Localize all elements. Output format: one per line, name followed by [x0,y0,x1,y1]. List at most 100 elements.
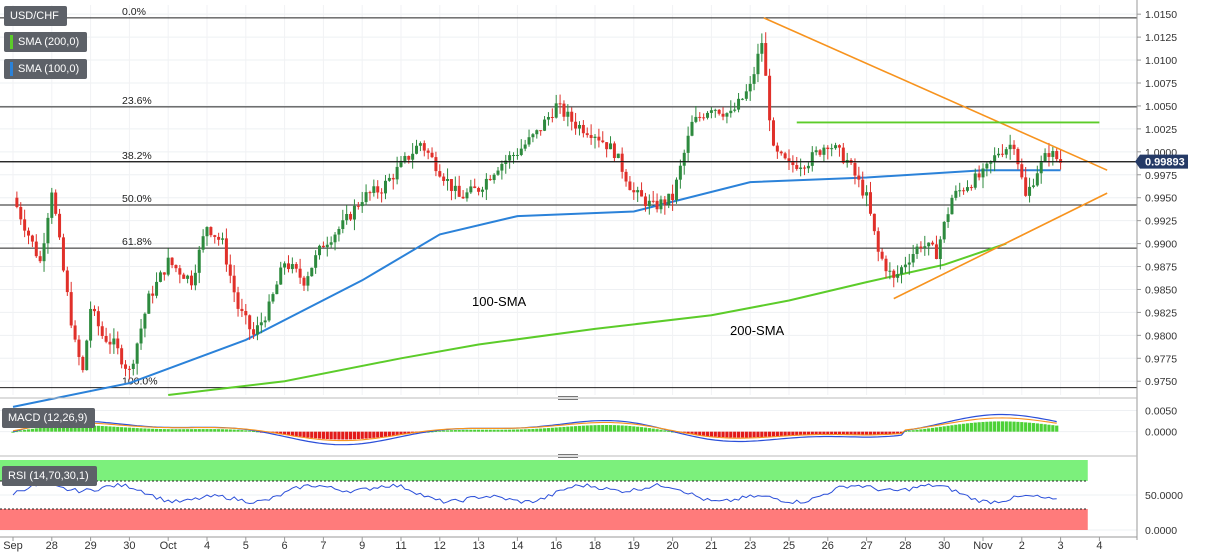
macd-bar [593,425,597,432]
candle-body [1043,153,1047,162]
macd-bar [830,431,834,435]
candle-body [942,221,946,240]
macd-bar [585,425,589,432]
macd-bar [244,430,248,432]
macd-histogram [11,421,1059,440]
candle-body [252,329,256,335]
macd-bar [92,425,97,432]
candle-body [259,322,263,326]
x-tick-label: 30 [938,540,950,552]
macd-bar [213,429,217,432]
fib-label: 38.2% [122,150,152,162]
candle-body [19,207,23,220]
macd-bar [337,431,341,440]
candle-body [896,274,900,278]
last-price-label: 0.99893 [1145,157,1185,169]
macd-bar [127,427,131,432]
rsi-legend[interactable]: RSI (14,70,30,1) [2,466,97,486]
pane-dividers[interactable] [0,396,1137,458]
candle-body [543,119,547,131]
macd-bar [85,425,89,432]
macd-bar [608,425,613,432]
candle-body [496,170,500,175]
macd-bar [73,425,77,432]
macd-bar [220,429,225,432]
macd-bar [845,431,849,435]
candle-body [667,193,671,205]
x-tick-label: 13 [472,540,484,552]
candle-body [643,196,647,207]
macd-bar [11,431,15,433]
macd-bar [484,429,488,432]
candle-body [279,267,283,285]
candle-body [345,213,349,221]
macd-bar [26,429,31,432]
rsi-line [12,482,1057,505]
sma100-legend[interactable]: SMA (100,0) [4,59,88,79]
candle-body [989,161,993,164]
sma100-legend-label: SMA (100,0) [18,63,80,75]
macd-bar [771,431,776,437]
macd-bar [702,431,706,436]
candle-body [740,98,744,100]
candle-body [383,180,387,194]
candle-body [865,192,869,196]
macd-bar [806,431,810,435]
macd-bar [814,431,818,435]
macd-bar [624,425,628,432]
candle-body [155,281,159,296]
macd-bar [438,430,442,432]
macd-bar [841,431,845,435]
macd-bar [896,431,900,435]
fib-label: 100.0% [122,376,158,388]
candle-body [950,197,954,215]
sma100-swatch-icon [10,62,13,77]
macd-bar [477,429,481,432]
candle-body [733,109,737,111]
sma200-legend[interactable]: SMA (200,0) [4,32,88,52]
x-tick-label: 4 [1096,540,1102,552]
macd-bar [240,430,244,432]
candle-body [329,242,333,245]
macd-bar [1020,422,1024,432]
macd-legend[interactable]: MACD (12,26,9) [2,408,96,428]
candle-body [232,275,236,293]
macd-bar [310,431,314,438]
macd-bar [333,431,337,440]
candle-body [640,190,644,197]
macd-bar [15,431,19,433]
candle-body [127,368,131,370]
x-tick-label: 16 [550,540,562,552]
candle-body [977,173,981,178]
macd-bar [605,425,609,432]
macd-bar [1000,421,1004,432]
candle-body [1028,186,1032,196]
macd-bar [725,431,729,438]
symbol-legend[interactable]: USD/CHF [4,6,67,26]
macd-bar [1008,421,1012,432]
candle-body [931,242,935,245]
macd-bar [554,427,558,432]
candle-body [325,244,329,248]
macd-bar [791,431,795,436]
macd-bar [232,429,236,432]
y-tick-label: 0.9800 [1145,330,1177,342]
macd-bar [356,431,360,440]
candle-body [286,263,290,270]
candle-body [488,178,492,181]
candle-body [934,244,938,259]
candle-body [973,173,977,188]
candle-body [30,235,34,242]
candle-body [527,137,531,145]
macd-bar [251,430,256,432]
candle-body [221,238,225,240]
y-tick-label: 0.9875 [1145,262,1177,274]
x-tick-label: 7 [320,540,326,552]
falling-trendline [763,17,1108,171]
macd-bar [752,431,756,438]
macd-bar [783,431,787,436]
macd-bar [620,425,624,432]
macd-bar [632,426,636,432]
macd-bar [993,421,997,432]
